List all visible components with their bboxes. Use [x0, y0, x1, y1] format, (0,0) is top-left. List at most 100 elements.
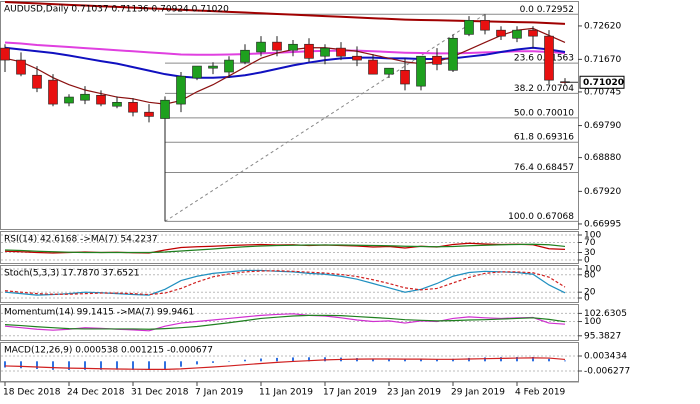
- candle-body: [80, 93, 90, 101]
- candle-body: [144, 111, 154, 117]
- y-tick-label: 95.3827: [584, 331, 621, 341]
- y-tick-label: 20: [584, 288, 596, 298]
- x-tick-label: 29 Jan 2019: [451, 388, 505, 398]
- candle-body: [224, 59, 234, 73]
- candle-body: [112, 102, 122, 107]
- histogram-bar: [276, 357, 278, 362]
- candle-body: [160, 99, 170, 119]
- y-tick-label: 100: [584, 317, 601, 327]
- candle-body: [400, 69, 410, 85]
- panel-frame: [0, 304, 579, 341]
- candle-body: [528, 29, 538, 37]
- fib-label: 100.0 0.67068: [508, 212, 574, 222]
- indicator-line: [4, 46, 566, 79]
- candle-body: [96, 94, 106, 105]
- candle-body: [272, 41, 282, 51]
- fib-label: 0.0 0.72952: [520, 5, 574, 15]
- y-tick-label: 100: [584, 231, 601, 241]
- candle-body: [0, 47, 10, 61]
- candle-body: [448, 37, 458, 71]
- histogram-bar: [404, 359, 406, 362]
- candle-body: [320, 47, 330, 57]
- histogram-bar: [148, 361, 150, 370]
- histogram-bar: [452, 358, 454, 362]
- candle-body: [48, 79, 58, 105]
- panel-frame: [0, 265, 579, 303]
- indicator-title: Stoch(5,3,3) 17.7870 37.6521: [4, 269, 139, 279]
- fib-label: 50.0 0.70010: [514, 108, 574, 118]
- fib-label: 61.8 0.69316: [514, 133, 574, 143]
- candle-body: [16, 59, 26, 75]
- candle-body: [544, 35, 554, 81]
- y-tick-label: 0.72620: [584, 21, 621, 31]
- histogram-bar: [4, 361, 6, 368]
- candle-body: [208, 65, 218, 69]
- histogram-bar: [164, 361, 166, 370]
- y-tick-label: 102.6305: [584, 309, 627, 319]
- histogram-bar: [324, 357, 326, 362]
- histogram-bar: [500, 357, 502, 362]
- histogram-bar: [100, 361, 102, 370]
- y-tick-label: 0.70745: [584, 87, 621, 97]
- y-tick-label: 0: [584, 256, 590, 266]
- y-tick-label: -0.006277: [584, 367, 630, 377]
- candle-body: [256, 41, 266, 53]
- histogram-bar: [132, 361, 134, 370]
- panel-frame: [0, 342, 579, 382]
- indicator-line: [4, 357, 566, 370]
- candle-body: [368, 59, 378, 75]
- histogram-bar: [372, 358, 374, 362]
- candle-body: [240, 49, 250, 63]
- histogram-bar: [548, 358, 550, 362]
- candle-body: [336, 47, 346, 57]
- histogram-bar: [564, 360, 566, 362]
- candle-body: [192, 65, 202, 79]
- histogram-bar: [196, 361, 198, 365]
- indicator-line: [4, 269, 566, 296]
- y-tick-label: 30: [584, 248, 596, 258]
- histogram-bar: [516, 356, 518, 362]
- histogram-bar: [20, 361, 22, 369]
- histogram-bar: [260, 358, 262, 362]
- histogram-bar: [308, 357, 310, 362]
- candle-body: [384, 67, 394, 75]
- histogram-bar: [36, 361, 38, 370]
- indicator-line: [4, 313, 566, 332]
- y-tick-label: 0.68880: [584, 153, 621, 163]
- indicator-line: [4, 243, 566, 254]
- candle-body: [480, 20, 490, 31]
- last-price-label: 0.71020: [583, 78, 624, 88]
- y-tick-label: 0.71670: [584, 55, 621, 65]
- panel-frame: [0, 231, 579, 264]
- candle-body: [352, 55, 362, 61]
- candle-body: [304, 43, 314, 59]
- candle-body: [288, 43, 298, 51]
- x-tick-label: 23 Jan 2019: [387, 388, 441, 398]
- histogram-bar: [212, 361, 214, 363]
- candle-body: [176, 75, 186, 105]
- histogram-bar: [420, 359, 422, 362]
- x-tick-label: 24 Dec 2018: [67, 388, 125, 398]
- y-tick-label: 0: [584, 294, 590, 304]
- candle-body: [32, 74, 42, 89]
- x-tick-label: 31 Dec 2018: [131, 388, 189, 398]
- histogram-bar: [484, 357, 486, 362]
- histogram-bar: [436, 359, 438, 362]
- indicator-line: [4, 41, 566, 56]
- x-tick-label: 7 Jan 2019: [195, 388, 243, 398]
- indicator-title: MACD(12,26,9) 0.000538 0.001215 -0.00067…: [4, 346, 213, 356]
- panel-frame: [0, 1, 579, 230]
- y-tick-label: 0.003434: [584, 351, 627, 361]
- histogram-bar: [532, 356, 534, 362]
- x-tick-label: 4 Feb 2019: [515, 388, 566, 398]
- fib-label: 76.4 0.68457: [514, 163, 574, 173]
- candle-body: [128, 102, 138, 113]
- histogram-bar: [52, 361, 54, 370]
- y-tick-label: 0.67920: [584, 187, 621, 197]
- candle-body: [432, 55, 442, 65]
- candle-body: [464, 20, 474, 35]
- histogram-bar: [84, 361, 86, 370]
- histogram-bar: [244, 359, 246, 362]
